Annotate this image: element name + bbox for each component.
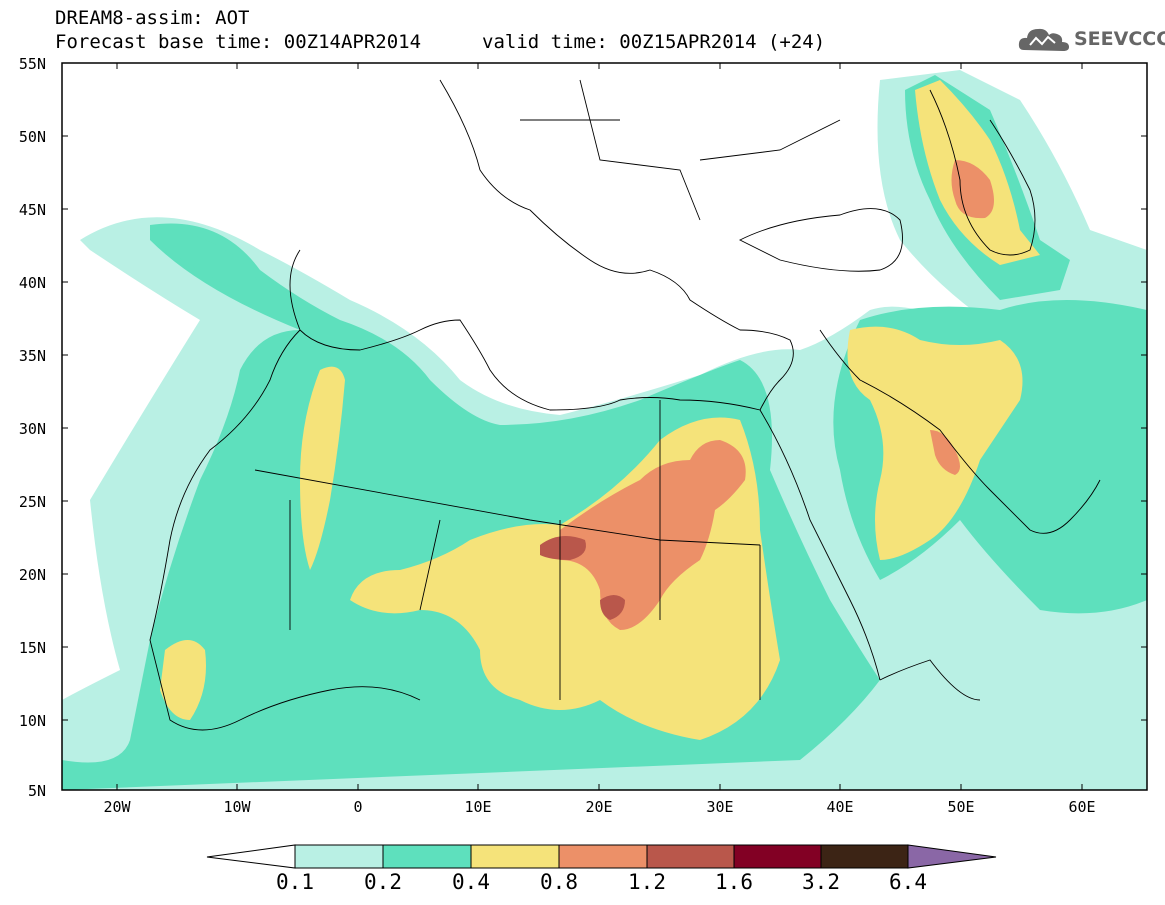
aot-contour-0.4-west <box>300 366 345 570</box>
colorbar-label: 0.4 <box>452 870 490 894</box>
colorbar-segment <box>558 844 648 869</box>
colorbar-segment <box>820 844 909 869</box>
lat-label: 40N <box>18 274 46 292</box>
colorbar-segment <box>294 844 384 869</box>
aot-contour-0.8-iraq <box>930 430 960 475</box>
lat-label: 25N <box>18 493 46 511</box>
colorbar-label: 6.4 <box>889 870 927 894</box>
colorbar-segment <box>646 844 735 869</box>
lat-label: 10N <box>18 712 46 730</box>
lon-label: 60E <box>1068 798 1096 816</box>
lat-label: 55N <box>18 55 46 73</box>
colorbar-label: 3.2 <box>802 870 840 894</box>
aot-field <box>62 63 1147 790</box>
lon-label: 10W <box>223 798 251 816</box>
lon-label: 0 <box>353 798 363 816</box>
lon-label: 40E <box>826 798 854 816</box>
colorbar-label: 0.8 <box>540 870 578 894</box>
lon-label: 50E <box>947 798 975 816</box>
aot-contour-0.4-senegal <box>160 640 206 720</box>
seevccc-logo: SEEVCCC <box>1018 24 1165 56</box>
colorbar-lower-arrow <box>206 844 296 869</box>
colorbar-upper-arrow <box>907 844 997 869</box>
lon-label: 30E <box>706 798 734 816</box>
lat-label: 15N <box>18 639 46 657</box>
aot-contour-1.2-sudan <box>600 595 625 620</box>
lat-label: 35N <box>18 347 46 365</box>
colorbar-label: 0.2 <box>364 870 402 894</box>
lat-label: 30N <box>18 420 46 438</box>
aot-contour-1.2-chad <box>540 536 586 560</box>
colorbar-segment <box>382 844 472 869</box>
colorbar-segment <box>470 844 560 869</box>
lon-label: 10E <box>464 798 492 816</box>
aot-contour-0.8-caspian <box>951 160 994 219</box>
logo-text: SEEVCCC <box>1074 28 1165 50</box>
lat-label: 50N <box>18 128 46 146</box>
colorbar-label: 1.6 <box>715 870 753 894</box>
lat-label: 20N <box>18 566 46 584</box>
coastlines <box>149 79 1101 731</box>
colorbar-label: 1.2 <box>628 870 666 894</box>
lon-label: 20E <box>585 798 613 816</box>
colorbar-label: 0.1 <box>276 870 314 894</box>
lon-label: 20W <box>103 798 131 816</box>
colorbar-segment <box>733 844 822 869</box>
axis-ticks <box>62 62 1147 790</box>
map-frame <box>61 62 1148 791</box>
aot-contour-0.8-sahara <box>560 440 746 630</box>
lat-label: 5N <box>27 782 46 800</box>
valid-time: valid time: 00Z15APR2014 (+24) <box>482 31 826 53</box>
cloud-icon <box>1018 28 1069 51</box>
forecast-base-time: Forecast base time: 00Z14APR2014 <box>55 31 422 53</box>
aot-contour-0.2-atlantic <box>150 225 263 300</box>
map-title: DREAM8-assim: AOT <box>55 7 250 29</box>
colorbar <box>206 844 997 869</box>
lat-label: 45N <box>18 201 46 219</box>
